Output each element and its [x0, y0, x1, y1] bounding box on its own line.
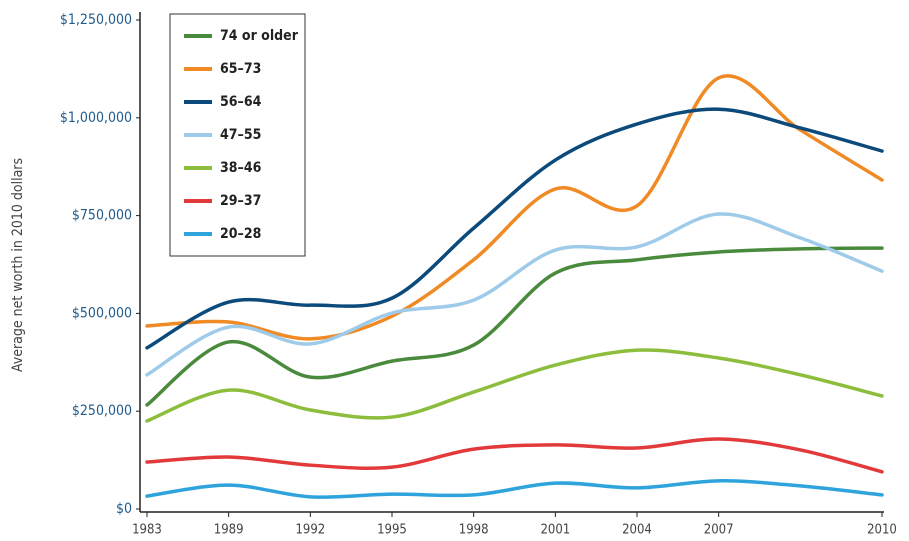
legend-label: 56–64 — [220, 94, 262, 110]
line — [145, 348, 884, 423]
x-tick-label: 1989 — [214, 523, 244, 538]
line — [145, 246, 884, 407]
line — [145, 74, 884, 341]
x-tick-label: 2010 — [867, 523, 897, 538]
y-tick-label: $250,000 — [72, 403, 132, 419]
legend-label: 47–55 — [220, 127, 261, 143]
line — [145, 212, 884, 377]
legend-label: 29–37 — [220, 193, 261, 209]
x-tick-label: 2004 — [622, 523, 652, 538]
legend-label: 38–46 — [220, 160, 262, 176]
x-tick-label: 1998 — [459, 523, 489, 538]
y-tick-label: $1,250,000 — [60, 12, 132, 28]
legend-label: 65–73 — [220, 61, 261, 77]
line — [145, 479, 884, 499]
x-tick-label: 2007 — [704, 523, 734, 538]
y-tick-label: $1,000,000 — [60, 110, 132, 126]
y-tick-label: $750,000 — [72, 208, 132, 224]
y-tick-label: $0 — [116, 501, 132, 517]
x-tick-label: 1992 — [295, 523, 325, 538]
x-tick-label: 2001 — [540, 523, 570, 538]
x-tick-label: 1995 — [377, 523, 407, 538]
x-tick-label: 1983 — [132, 523, 162, 538]
legend-label: 20–28 — [220, 226, 261, 242]
legend-label: 74 or older — [220, 28, 299, 44]
y-axis-label: Average net worth in 2010 dollars — [10, 158, 26, 372]
y-tick-label: $500,000 — [72, 305, 132, 321]
line — [145, 437, 884, 474]
line — [145, 107, 884, 350]
